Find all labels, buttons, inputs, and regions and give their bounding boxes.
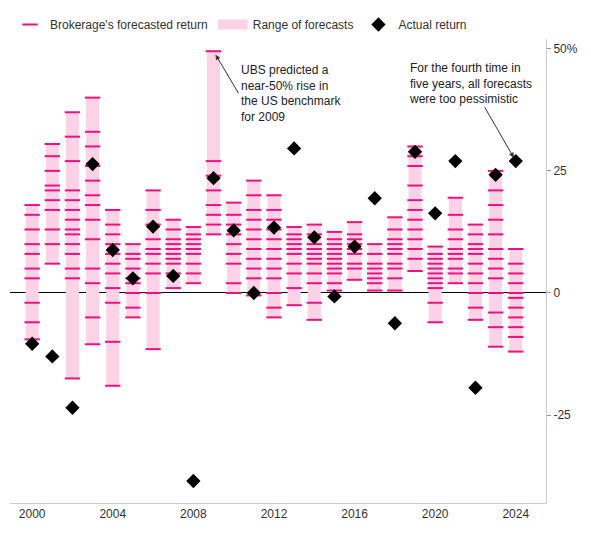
svg-text:2008: 2008: [180, 507, 207, 521]
svg-text:2024: 2024: [502, 507, 529, 521]
svg-text:UBS predicted anear-50% rise i: UBS predicted anear-50% rise inthe US be…: [241, 63, 341, 124]
svg-text:2016: 2016: [341, 507, 368, 521]
svg-text:2020: 2020: [422, 507, 449, 521]
svg-text:Brokerage's forecasted return: Brokerage's forecasted return: [50, 18, 208, 32]
svg-text:25: 25: [553, 164, 567, 178]
svg-text:Actual return: Actual return: [398, 18, 466, 32]
svg-text:Range of forecasts: Range of forecasts: [253, 18, 354, 32]
svg-text:-25: -25: [553, 408, 571, 422]
svg-text:0: 0: [553, 286, 560, 300]
svg-text:50%: 50%: [553, 42, 577, 56]
svg-text:2000: 2000: [19, 507, 46, 521]
svg-text:For the fourth time infive yea: For the fourth time infive years, all fo…: [409, 61, 532, 106]
svg-text:2004: 2004: [99, 507, 126, 521]
svg-text:2012: 2012: [261, 507, 288, 521]
